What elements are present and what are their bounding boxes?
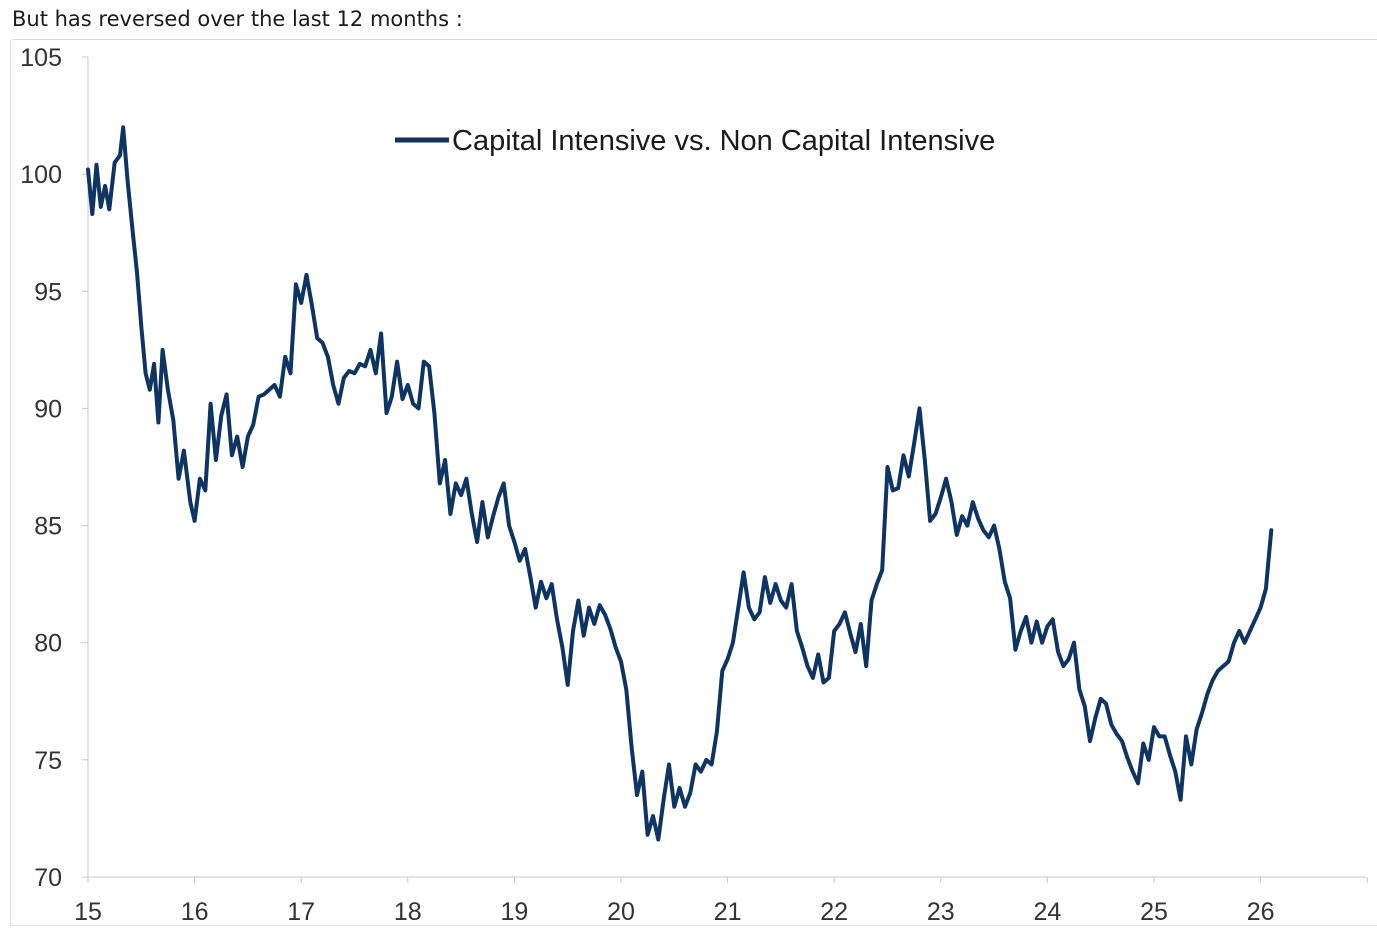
x-tick-label: 22 (820, 898, 848, 926)
y-tick-label: 105 (20, 44, 62, 72)
y-tick-label: 100 (20, 161, 62, 189)
series-line-0 (86, 125, 1274, 842)
chart-panel (10, 40, 1377, 926)
x-tick-label: 23 (927, 898, 955, 926)
heading-divider (12, 39, 1377, 40)
x-tick-label: 18 (394, 898, 422, 926)
x-axis: 15 16 17 18 19 20 21 22 23 24 25 26 (74, 876, 1368, 926)
x-tick-label: 21 (714, 898, 742, 926)
x-tick-label: 25 (1140, 898, 1168, 926)
series-layer (86, 125, 1274, 842)
legend: Capital Intensive vs. Non Capital Intens… (395, 125, 995, 157)
y-tick-label: 95 (34, 278, 62, 306)
x-tick-label: 24 (1033, 898, 1061, 926)
x-tick-label: 15 (74, 898, 102, 926)
y-tick-label: 70 (34, 864, 62, 892)
y-tick-label: 80 (34, 630, 62, 658)
legend-label: Capital Intensive vs. Non Capital Intens… (452, 125, 995, 157)
x-tick-label: 19 (500, 898, 528, 926)
x-tick-label: 17 (287, 898, 315, 926)
x-tick-label: 26 (1247, 898, 1275, 926)
page-heading: But has reversed over the last 12 months… (12, 7, 463, 31)
y-tick-label: 85 (34, 513, 62, 541)
y-axis: 70 75 80 85 90 95 100 105 (20, 44, 89, 892)
y-tick-label: 90 (34, 395, 62, 423)
y-tick-label: 75 (34, 747, 62, 775)
line-chart: 70 75 80 85 90 95 100 105 15 16 17 18 19 20 21 22 23 24 2… (20, 44, 1368, 926)
x-tick-label: 20 (607, 898, 635, 926)
x-tick-label: 16 (181, 898, 209, 926)
